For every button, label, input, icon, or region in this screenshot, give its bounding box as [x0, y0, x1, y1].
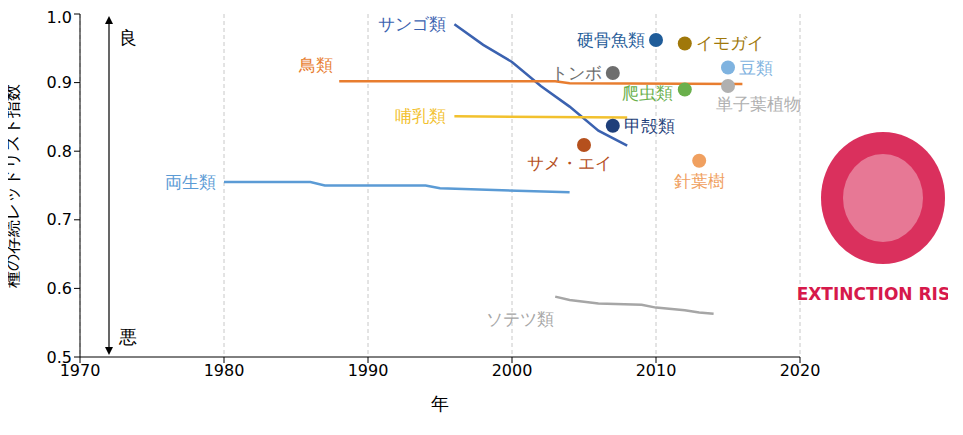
svg-text:鳥類: 鳥類 — [298, 55, 333, 75]
svg-text:2000: 2000 — [492, 361, 533, 380]
svg-text:2020: 2020 — [780, 361, 821, 380]
svg-text:1990: 1990 — [348, 361, 389, 380]
svg-text:哺乳類: 哺乳類 — [395, 106, 446, 126]
svg-text:0.9: 0.9 — [47, 73, 72, 92]
svg-text:単子葉植物: 単子葉植物 — [716, 94, 800, 114]
svg-text:サンゴ類: サンゴ類 — [378, 14, 446, 34]
svg-text:良: 良 — [119, 27, 137, 48]
svg-text:0.8: 0.8 — [47, 142, 72, 161]
svg-text:種の存続レッドリスト指数: 種の存続レッドリスト指数 — [8, 84, 22, 288]
svg-text:両生類: 両生類 — [165, 172, 216, 192]
svg-text:トンボ: トンボ — [551, 63, 602, 83]
svg-text:2010: 2010 — [636, 361, 677, 380]
svg-text:サメ・エイ: サメ・エイ — [527, 153, 612, 173]
svg-text:豆類: 豆類 — [739, 58, 773, 78]
svg-text:イモガイ: イモガイ — [696, 33, 764, 53]
svg-text:1970: 1970 — [59, 361, 101, 381]
svg-text:0.6: 0.6 — [47, 279, 72, 298]
svg-text:年: 年 — [431, 393, 449, 414]
svg-text:0.5: 0.5 — [47, 348, 72, 367]
svg-text:爬虫類: 爬虫類 — [622, 83, 673, 103]
svg-text:ソテツ類: ソテツ類 — [486, 309, 554, 329]
svg-text:針葉樹: 針葉樹 — [674, 171, 725, 191]
svg-text:1.0: 1.0 — [47, 8, 72, 27]
svg-text:甲殻類: 甲殻類 — [624, 116, 675, 136]
svg-text:0.7: 0.7 — [47, 210, 72, 229]
svg-text:悪: 悪 — [118, 326, 137, 347]
svg-text:1980: 1980 — [204, 361, 245, 380]
svg-text:EXTINCTION RISK: EXTINCTION RISK — [797, 284, 948, 304]
svg-text:硬骨魚類: 硬骨魚類 — [577, 30, 645, 50]
